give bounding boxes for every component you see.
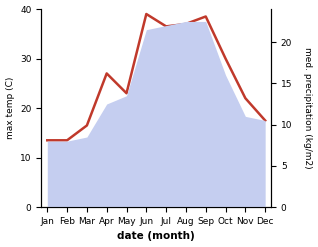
Y-axis label: med. precipitation (kg/m2): med. precipitation (kg/m2) <box>303 47 313 169</box>
Y-axis label: max temp (C): max temp (C) <box>5 77 15 139</box>
X-axis label: date (month): date (month) <box>117 231 195 242</box>
